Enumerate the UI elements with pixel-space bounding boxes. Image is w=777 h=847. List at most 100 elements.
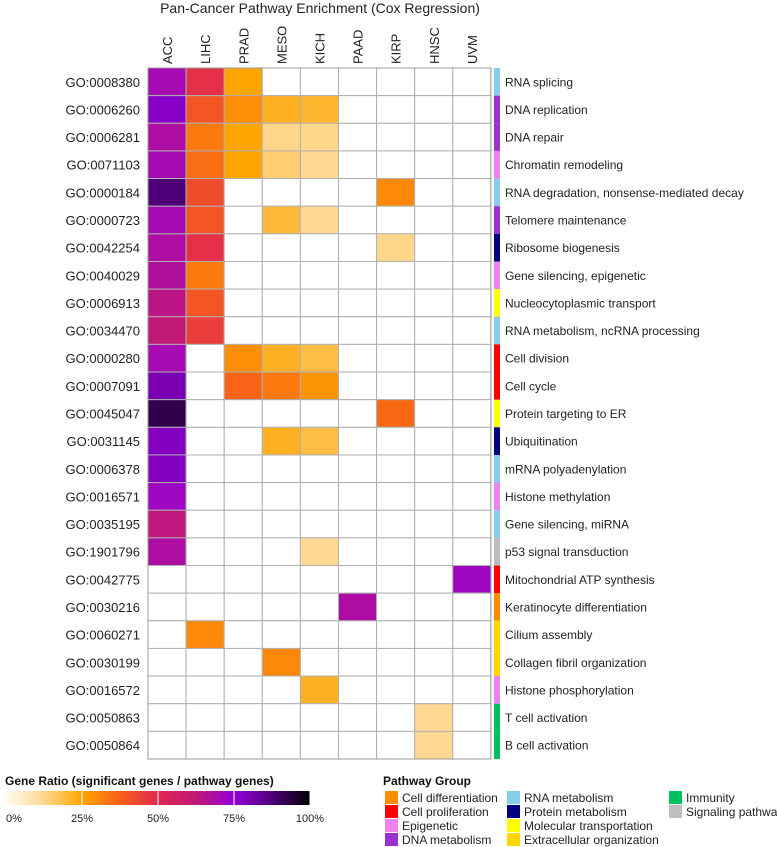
pathway-label: Mitochondrial ATP synthesis bbox=[505, 573, 655, 587]
pathway-label: DNA replication bbox=[505, 103, 588, 117]
column-label: UVM bbox=[465, 35, 480, 64]
pathway-label: p53 signal transduction bbox=[505, 545, 628, 559]
pathway-group-bar bbox=[494, 565, 500, 594]
pathway-group-bar bbox=[494, 676, 500, 704]
heatmap-cell bbox=[299, 647, 339, 677]
heatmap-cell bbox=[452, 565, 492, 594]
heatmap-cell bbox=[185, 454, 225, 484]
grid-border bbox=[147, 67, 492, 760]
heatmap-cell bbox=[185, 233, 225, 262]
pathway-group-bar bbox=[494, 620, 500, 649]
heatmap-cell bbox=[223, 399, 263, 428]
heatmap-cell bbox=[338, 260, 378, 290]
legend-swatch bbox=[669, 791, 682, 804]
pathway-label: Gene silencing, miRNA bbox=[505, 518, 629, 532]
legend-swatch bbox=[385, 791, 398, 804]
heatmap-cell bbox=[376, 205, 416, 235]
heatmap-cell bbox=[185, 371, 225, 401]
heatmap-cell bbox=[338, 592, 378, 622]
heatmap-cell bbox=[452, 482, 492, 511]
heatmap-cell bbox=[376, 647, 416, 677]
heatmap-cell bbox=[299, 150, 339, 180]
heatmap-cell bbox=[147, 343, 187, 373]
heatmap-cell bbox=[299, 95, 339, 124]
heatmap-cell bbox=[376, 620, 416, 649]
colorbar-title: Gene Ratio (significant genes / pathway … bbox=[5, 774, 274, 788]
pathway-label: Collagen fibril organization bbox=[505, 656, 646, 670]
heatmap-cell bbox=[185, 647, 225, 677]
heatmap-cell bbox=[376, 343, 416, 373]
heatmap-cell bbox=[452, 205, 492, 235]
heatmap-cell bbox=[414, 675, 454, 705]
heatmap-cell bbox=[452, 122, 492, 152]
pathway-label: Nucleocytoplasmic transport bbox=[505, 296, 656, 310]
heatmap-cell bbox=[338, 67, 378, 97]
row-label: GO:0016571 bbox=[66, 489, 140, 504]
pathway-label: RNA metabolism, ncRNA processing bbox=[505, 324, 700, 338]
chart-title: Pan-Cancer Pathway Enrichment (Cox Regre… bbox=[160, 0, 480, 16]
heatmap-cell bbox=[299, 67, 339, 97]
row-label: GO:0042775 bbox=[66, 572, 140, 587]
pathway-label: RNA degradation, nonsense-mediated decay bbox=[505, 186, 744, 200]
pathway-group-bar bbox=[494, 510, 500, 538]
heatmap-cell bbox=[299, 178, 339, 207]
legend-item-label: Immunity bbox=[686, 791, 735, 805]
row-label: GO:0060271 bbox=[66, 628, 140, 643]
heatmap-cell bbox=[414, 316, 454, 345]
heatmap-cell bbox=[452, 233, 492, 262]
heatmap-cell bbox=[147, 371, 187, 401]
heatmap-cell bbox=[147, 178, 187, 207]
heatmap-cell bbox=[338, 426, 378, 456]
pathway-label: Histone phosphorylation bbox=[505, 683, 634, 697]
heatmap-cell bbox=[185, 67, 225, 97]
heatmap-cell bbox=[414, 122, 454, 152]
heatmap-cell bbox=[299, 426, 339, 456]
pathway-label: DNA repair bbox=[505, 131, 564, 145]
heatmap-cell bbox=[338, 316, 378, 345]
row-label: GO:0034470 bbox=[66, 324, 140, 339]
row-label: GO:0006913 bbox=[66, 296, 140, 311]
heatmap-cell bbox=[261, 67, 301, 97]
heatmap-cell bbox=[185, 95, 225, 124]
pathway-group-bar bbox=[494, 206, 500, 234]
heatmap-cell bbox=[414, 592, 454, 622]
heatmap-cell bbox=[147, 509, 187, 539]
heatmap-cell bbox=[414, 565, 454, 594]
heatmap-cell bbox=[414, 703, 454, 732]
heatmap-cell bbox=[299, 620, 339, 649]
column-label: MESO bbox=[274, 26, 289, 64]
heatmap-cell bbox=[185, 205, 225, 235]
heatmap-cell bbox=[414, 67, 454, 97]
legend-swatch bbox=[669, 805, 682, 818]
colorbar-tick-label: 0% bbox=[6, 813, 22, 825]
heatmap-cell bbox=[338, 482, 378, 511]
column-label: KICH bbox=[312, 33, 327, 64]
heatmap-cell bbox=[185, 565, 225, 594]
heatmap-cell bbox=[338, 288, 378, 318]
heatmap-cell bbox=[299, 730, 339, 760]
heatmap-cell bbox=[147, 703, 187, 732]
heatmap-cell bbox=[147, 592, 187, 622]
heatmap-cell bbox=[376, 260, 416, 290]
row-label: GO:0006378 bbox=[66, 462, 140, 477]
heatmap-cell bbox=[223, 233, 263, 262]
heatmap-cell bbox=[223, 537, 263, 567]
heatmap-cell bbox=[299, 509, 339, 539]
pathway-group-bar bbox=[494, 454, 500, 483]
pathway-label: Cell division bbox=[505, 352, 569, 366]
heatmap-cell bbox=[376, 592, 416, 622]
pathway-group-bar bbox=[494, 427, 500, 455]
heatmap-cell bbox=[376, 371, 416, 401]
heatmap-cell bbox=[261, 426, 301, 456]
heatmap-cell bbox=[147, 482, 187, 511]
row-label: GO:0000280 bbox=[66, 351, 140, 366]
heatmap-cell bbox=[376, 730, 416, 760]
pathway-label: Chromatin remodeling bbox=[505, 158, 623, 172]
pathway-group-bar bbox=[494, 316, 500, 345]
pathway-group-bar bbox=[494, 150, 500, 179]
heatmap-cell bbox=[185, 150, 225, 180]
heatmap-cell bbox=[299, 343, 339, 373]
heatmap-cell bbox=[147, 647, 187, 677]
heatmap-cell bbox=[147, 122, 187, 152]
pathway-group-bar bbox=[494, 731, 500, 759]
